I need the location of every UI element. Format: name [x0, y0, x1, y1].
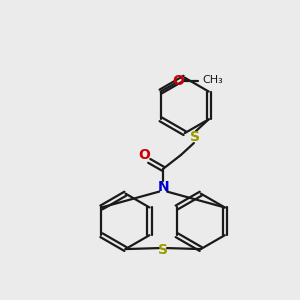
- Text: N: N: [157, 180, 169, 194]
- Text: S: S: [190, 130, 200, 144]
- Text: O: O: [172, 74, 184, 88]
- Text: O: O: [138, 148, 150, 162]
- Text: CH₃: CH₃: [202, 75, 223, 85]
- Text: S: S: [158, 243, 168, 257]
